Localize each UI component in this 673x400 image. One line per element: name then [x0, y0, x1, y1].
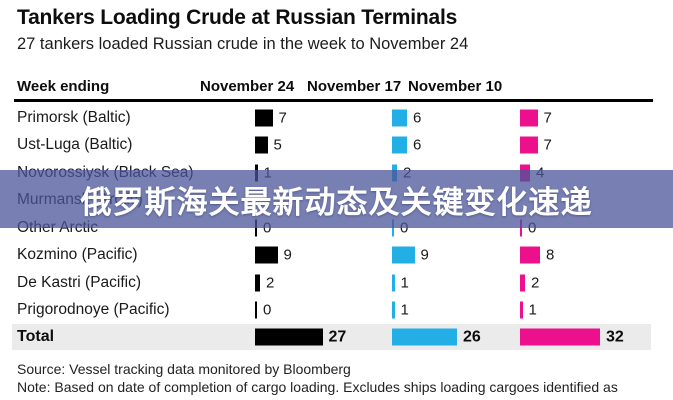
total-bars: 27 26 32 [0, 324, 673, 350]
bar-cell: 7 [520, 109, 552, 127]
column-header-november-10: November 10 [408, 78, 503, 95]
bar [255, 109, 273, 127]
bar-value: 5 [273, 136, 282, 154]
bar-cell: 32 [520, 328, 624, 346]
bar [392, 301, 395, 319]
bar-cell: 1 [520, 301, 537, 319]
bar [255, 274, 260, 292]
bar [520, 246, 540, 264]
total-label: Total [17, 328, 55, 345]
bar [392, 136, 407, 154]
bar-cell: 9 [392, 246, 429, 264]
terminal-label: Prigorodnoye (Pacific) [17, 301, 170, 319]
bar-value: 1 [400, 274, 409, 292]
chart-title: Tankers Loading Crude at Russian Termina… [17, 6, 458, 29]
bar [255, 136, 268, 154]
bar [520, 274, 525, 292]
bar-value: 2 [531, 274, 540, 292]
column-header-november-17: November 17 [307, 78, 402, 95]
column-header-november-24: November 24 [200, 78, 295, 95]
bar-value: 6 [413, 136, 422, 154]
bar-value: 9 [420, 246, 429, 264]
bar [392, 246, 415, 264]
terminal-label: Kozmino (Pacific) [17, 246, 138, 264]
table-row: Prigorodnoye (Pacific) 0 1 1 [0, 297, 673, 325]
bar [392, 328, 457, 346]
column-header-week-ending: Week ending [17, 78, 110, 95]
bar-cell: 5 [255, 136, 282, 154]
bar-value: 26 [463, 328, 481, 346]
bar-cell: 9 [255, 246, 292, 264]
bar-cell: 6 [392, 109, 422, 127]
note-line: Note: Based on date of completion of car… [17, 379, 618, 395]
table-row: Ust-Luga (Baltic) 5 6 7 [0, 132, 673, 160]
bar [520, 109, 538, 127]
terminal-label: Ust-Luga (Baltic) [17, 136, 133, 154]
header-rule [14, 99, 653, 102]
bar-cell: 0 [255, 301, 272, 319]
bar-value: 9 [283, 246, 292, 264]
bar-value: 6 [413, 109, 422, 127]
bar-value: 0 [263, 301, 272, 319]
bar-value: 1 [528, 301, 537, 319]
bar-cell: 2 [520, 274, 540, 292]
bar [520, 301, 523, 319]
bar-value: 1 [400, 301, 409, 319]
terminal-label: Primorsk (Baltic) [17, 108, 131, 126]
bar-cell: 6 [392, 136, 422, 154]
bar-cell: 8 [520, 246, 555, 264]
total-row: Total 27 26 32 [12, 324, 651, 350]
overlay-banner: 俄罗斯海关最新动态及关键变化速递 [0, 170, 673, 228]
bar-value: 7 [278, 109, 287, 127]
bar-value: 7 [543, 136, 552, 154]
overlay-banner-text: 俄罗斯海关最新动态及关键变化速递 [80, 184, 593, 220]
terminal-label: De Kastri (Pacific) [17, 273, 142, 291]
bar [255, 328, 323, 346]
bar-value: 27 [328, 328, 347, 346]
bar-cell: 2 [255, 274, 275, 292]
bar [392, 274, 395, 292]
table-row: Kozmino (Pacific) 9 9 8 [0, 242, 673, 270]
bar-cell: 7 [520, 136, 552, 154]
bar-cell: 27 [255, 328, 347, 346]
bar [392, 109, 407, 127]
bar [255, 301, 257, 319]
bar-cell: 1 [392, 274, 409, 292]
source-line: Source: Vessel tracking data monitored b… [17, 361, 351, 377]
chart-subtitle: 27 tankers loaded Russian crude in the w… [17, 35, 469, 53]
bar-value: 8 [546, 246, 555, 264]
bar [255, 246, 278, 264]
bar [520, 328, 600, 346]
bar-value: 7 [543, 109, 552, 127]
bar-cell: 26 [392, 328, 481, 346]
table-row: De Kastri (Pacific) 2 1 2 [0, 269, 673, 297]
bar [520, 136, 538, 154]
bar-cell: 7 [255, 109, 287, 127]
table-row: Primorsk (Baltic) 7 6 7 [0, 104, 673, 132]
bar-value: 32 [606, 328, 624, 346]
bar-cell: 1 [392, 301, 409, 319]
bar-value: 2 [266, 274, 275, 292]
